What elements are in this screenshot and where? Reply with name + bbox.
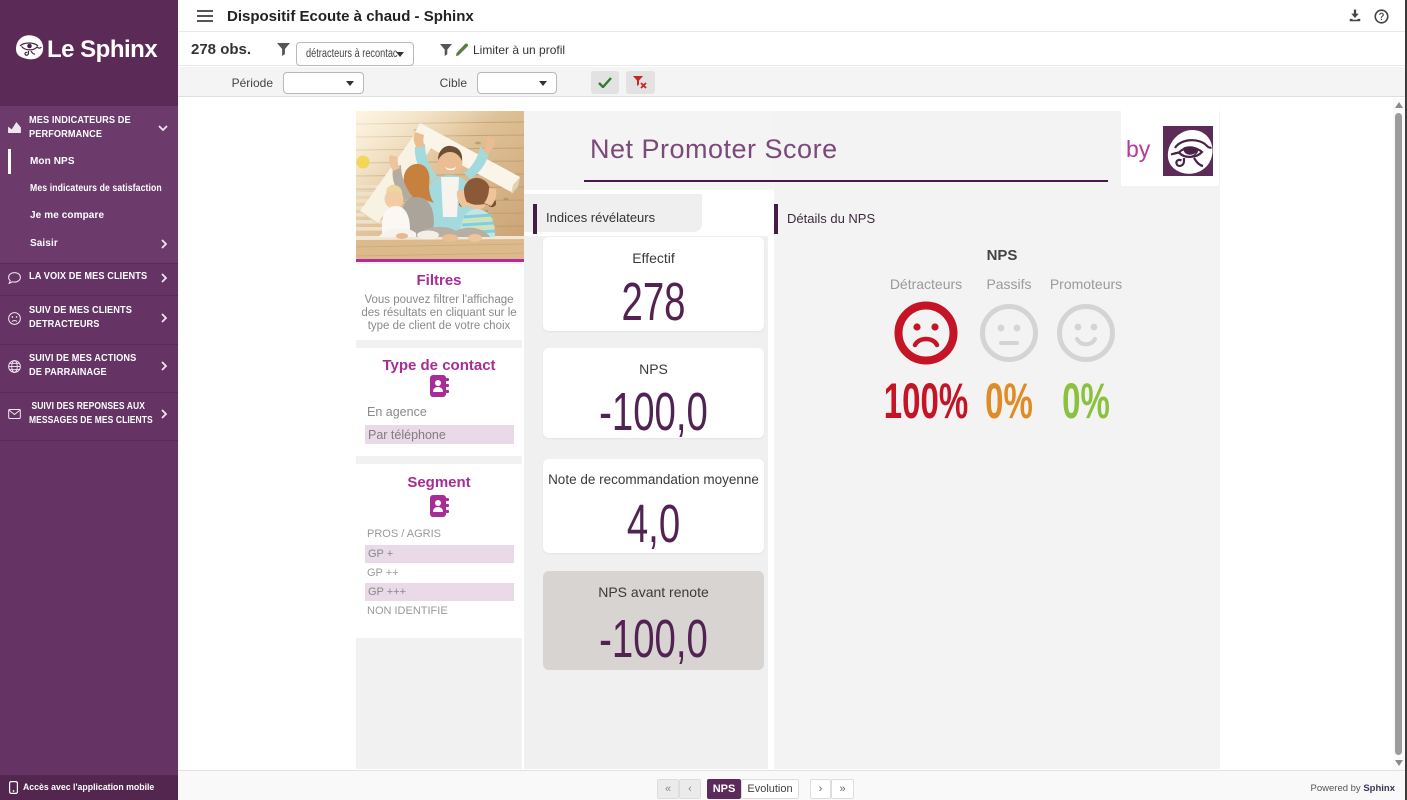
- svg-text:Le Sphinx: Le Sphinx: [47, 36, 158, 63]
